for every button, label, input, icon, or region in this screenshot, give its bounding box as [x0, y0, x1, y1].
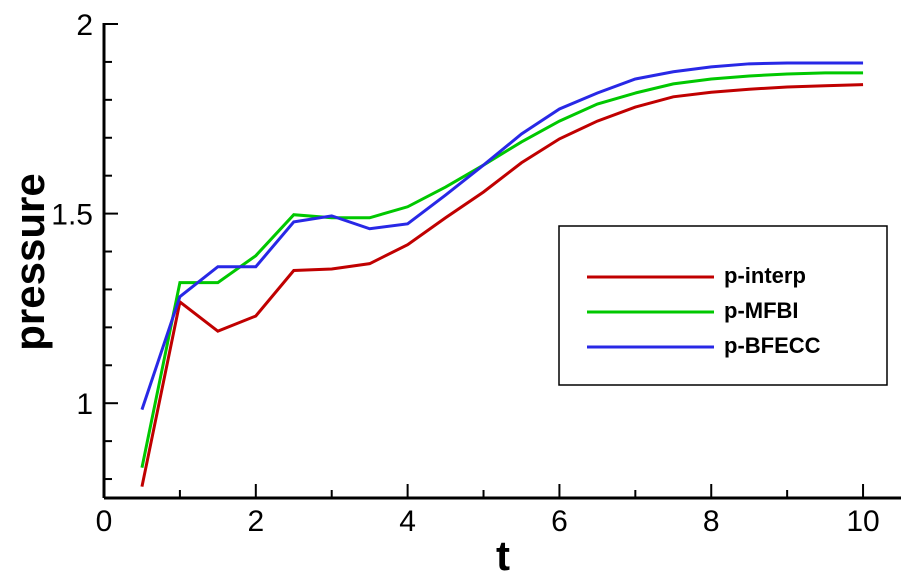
- legend-label: p-BFECC: [724, 333, 821, 358]
- legend-label: p-MFBI: [724, 298, 799, 323]
- x-tick-label: 2: [247, 505, 264, 538]
- x-tick-label: 0: [96, 505, 113, 538]
- x-tick-label: 10: [846, 505, 879, 538]
- line: [140, 83, 864, 487]
- y-axis-label: pressure: [6, 173, 53, 350]
- x-tick-label: 8: [703, 505, 720, 538]
- legend-box: [558, 225, 888, 386]
- x-tick-label: 4: [399, 505, 416, 538]
- x-tick-label: 6: [551, 505, 568, 538]
- y-tick-label: 1: [76, 388, 93, 421]
- x-axis-label: t: [496, 532, 510, 578]
- line: [140, 61, 864, 411]
- y-tick-label: 1.5: [51, 199, 93, 232]
- y-tick-label: 2: [76, 9, 93, 42]
- legend-label: p-interp: [724, 263, 806, 288]
- line: [140, 71, 864, 468]
